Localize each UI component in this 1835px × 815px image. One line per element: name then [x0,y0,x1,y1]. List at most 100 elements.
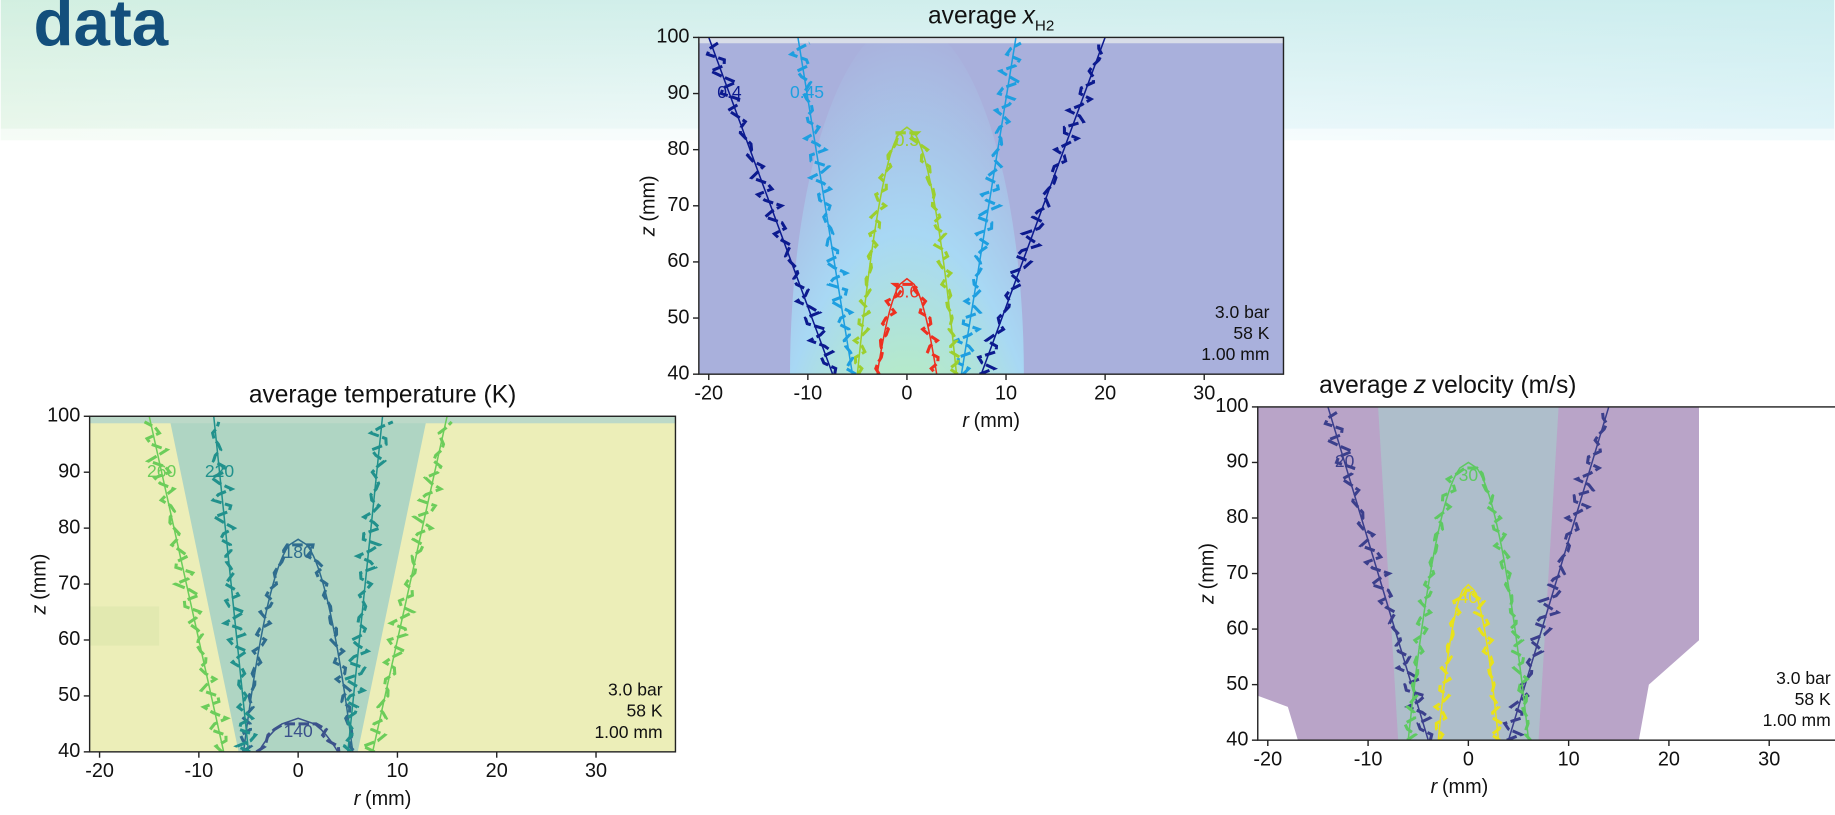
title-symbol: x [1022,3,1036,30]
x-tick-label: 10 [995,382,1017,404]
contour-line-measured [1402,466,1532,741]
axis-unit: (mm) [1197,543,1219,589]
y-tick-label: 40 [1226,728,1248,750]
x-tick-label: -10 [793,382,822,404]
title-subscript: H2 [1035,17,1054,34]
contour-line-measured [874,282,940,375]
contour-label: 20 [1335,451,1355,471]
heatmap [1378,406,1559,741]
contour-line-measured [851,131,962,375]
axis-unit: (mm) [29,554,51,600]
x-tick-label: -20 [85,760,114,782]
slide-heading: data [34,0,169,59]
y-tick-label: 60 [58,628,80,650]
plot-area: 20 30 40 [1257,406,1835,741]
x-tick-label: -20 [1253,748,1282,770]
plot-area: 140 180 220 260 [89,416,676,752]
chart-title: average temperature (K) [249,382,516,409]
plot-area: 0.4 0.45 0.5 0.6 [698,37,1284,375]
x-tick-label: 0 [1463,748,1474,770]
chart: 140 180 220 260 -20 -10 0 10 20 30 40 50 60 70 80 90 100… [29,382,677,810]
annotation: 3.0 bar [608,680,663,700]
contour-label: 0.45 [790,82,824,102]
axis-unit: (mm) [638,175,660,221]
contour-label: 30 [1459,465,1479,485]
contour-label: 40 [1459,587,1479,607]
plot-frame [698,36,1285,375]
y-tick-label: 90 [58,460,80,482]
heatmap [89,606,160,646]
y-tick-label: 50 [667,306,689,328]
title-text: average temperature (K) [249,382,516,409]
contour-line-measured [143,420,453,752]
x-tick-label: -10 [185,760,214,782]
title-symbol: z [29,605,51,616]
y-tick-label: 90 [667,82,689,104]
annotation: 3.0 bar [1215,302,1270,322]
contour-line [708,37,1106,375]
y-tick-label: 40 [58,740,80,762]
contour-label: 180 [284,542,313,562]
title-symbol: r [962,410,970,432]
y-tick-label: 60 [1226,617,1248,639]
axis-title: z (mm) [29,554,51,616]
annotation: 58 K [1233,323,1269,343]
contour-line-measured [255,722,341,752]
title-symbol: z [638,226,660,237]
annotation: 1.00 mm [1763,710,1831,730]
x-tick-label: 20 [1094,382,1116,404]
plot-frame [88,415,677,753]
heatmap [169,416,428,752]
contour-label: 140 [284,721,313,741]
y-tick-label: 100 [656,26,689,48]
contour-line-measured [238,543,356,752]
y-tick-label: 80 [667,138,689,160]
axis-unit: (mm) [365,788,411,810]
y-tick-label: 70 [1226,562,1248,584]
contour-label: 0.4 [717,82,742,102]
contour-line [876,277,938,375]
x-tick-label: 30 [1758,748,1780,770]
contour-line-measured [787,41,1023,375]
contour-label: 220 [205,461,234,481]
y-tick-label: 60 [667,250,689,272]
x-tick-label: 20 [1658,748,1680,770]
axis-unit: (mm) [1442,776,1488,798]
chart-title: r (mm) [354,788,412,810]
y-tick-label: 100 [1215,395,1248,417]
y-tick-label: 90 [1226,451,1248,473]
contour-line-measured [1432,588,1504,741]
x-tick-label: 20 [486,760,508,782]
x-tick-label: 0 [293,760,304,782]
contour-label: 0.6 [895,281,919,301]
y-tick-label: 50 [58,684,80,706]
x-tick-label: 30 [1193,382,1215,404]
contour-label: 260 [147,461,176,481]
contour-line-measured [208,420,394,752]
annotation: 58 K [627,701,663,721]
y-tick-label: 40 [667,362,689,384]
contour-label: 0.5 [895,130,919,150]
title-symbol: r [1431,776,1439,798]
axis-unit: (mm) [974,410,1020,432]
title-suffix: velocity (m/s) [1432,373,1577,400]
annotation: 58 K [1795,689,1831,709]
x-tick-label: 10 [1558,748,1580,770]
x-tick-label: 0 [901,382,912,404]
title-symbol: z [1197,594,1219,605]
x-tick-label: 10 [386,760,408,782]
contour-line-measured [705,41,1104,375]
annotation: 1.00 mm [594,722,662,742]
title-symbol: z [1413,373,1426,400]
x-tick-label: 30 [585,760,607,782]
title-text: average [928,3,1017,30]
contour-line [856,126,958,375]
annotation: 1.00 mm [1201,344,1269,364]
chart-title: r (mm) [1431,776,1489,798]
y-tick-label: 70 [667,194,689,216]
y-tick-label: 70 [58,572,80,594]
y-tick-label: 80 [1226,506,1248,528]
